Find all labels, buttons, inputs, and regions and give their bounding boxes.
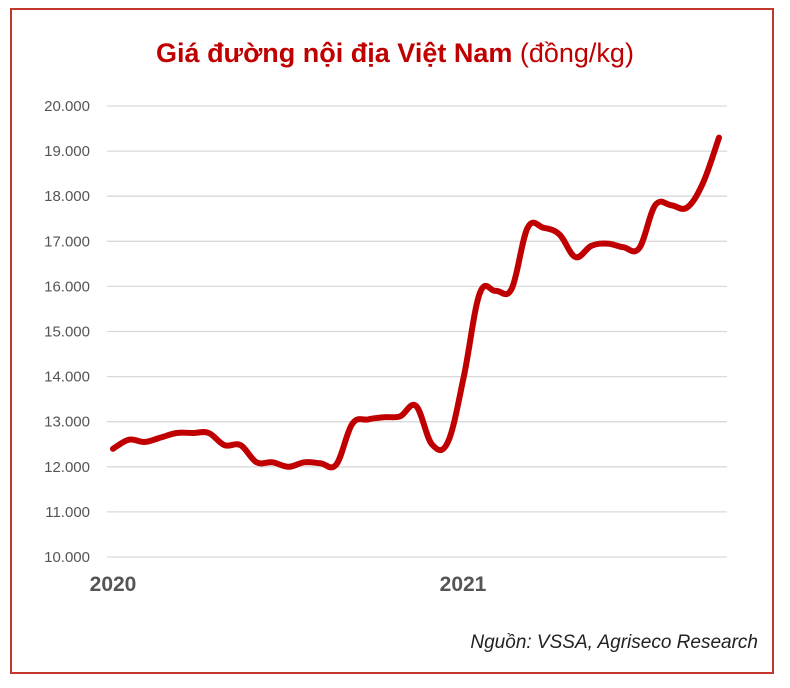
chart-title-main: Giá đường nội địa Việt Nam [156,38,513,68]
y-tick-label: 11.000 [45,504,90,521]
x-tick-label: 2020 [90,573,137,596]
y-tick-label: 14.000 [44,369,90,386]
y-tick-label: 15.000 [44,324,90,341]
y-tick-label: 13.000 [44,414,90,431]
gridlines [107,105,727,558]
chart-title: Giá đường nội địa Việt Nam (đồng/kg) [0,38,790,69]
y-tick-label: 17.000 [44,233,90,250]
y-tick-label: 16.000 [44,278,90,295]
chart-title-unit: (đồng/kg) [519,38,634,68]
y-axis-ticks: 10.000 11.000 12.000 13.000 14.000 15.000 16.0… [44,98,90,566]
x-tick-label: 2021 [440,573,487,596]
series-layer [110,134,722,471]
y-tick-label: 12.000 [44,459,90,476]
chart-frame [10,8,774,674]
x-axis-ticks: 2020 2021 [90,573,487,596]
y-tick-label: 18.000 [44,188,90,205]
y-tick-label: 20.000 [44,98,90,115]
sugar-price-line [110,134,722,471]
y-tick-label: 10.000 [44,549,90,566]
y-tick-label: 19.000 [44,143,90,160]
source-note: Nguồn: VSSA, Agriseco Research [470,632,758,653]
